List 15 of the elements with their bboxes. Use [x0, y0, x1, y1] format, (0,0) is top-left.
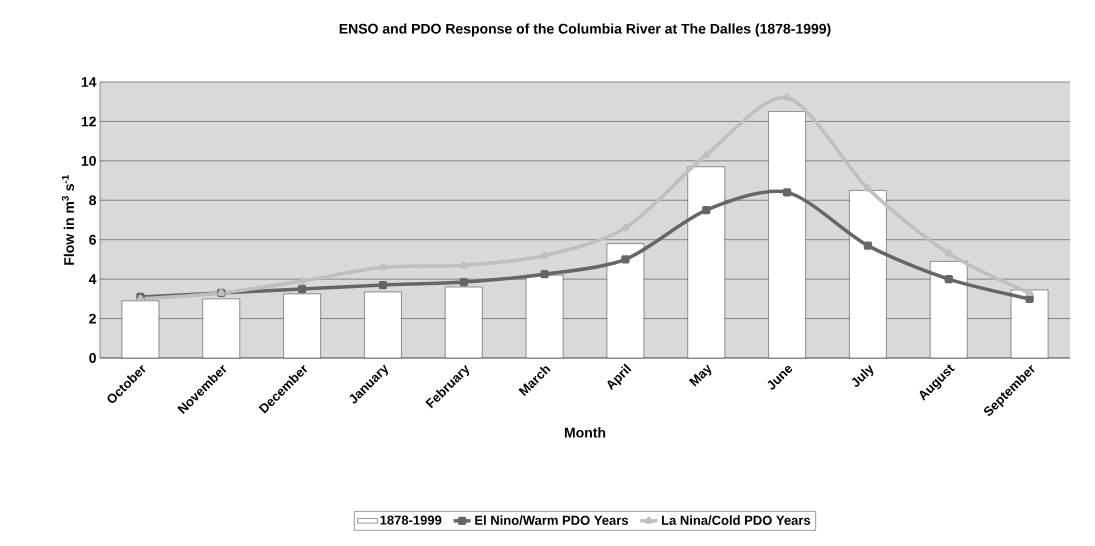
legend-label: El Nino/Warm PDO Years	[475, 515, 629, 526]
legend-label: La Nina/Cold PDO Years	[661, 515, 811, 526]
y-axis-title: Flow in m$^{3}$ s$^{-1}$	[61, 175, 75, 265]
y-tick-label: 12	[81, 116, 96, 127]
chart-title: ENSO and PDO Response of the Columbia River at The Dalles (1878-1999)	[339, 23, 831, 37]
y-tick-label: 0	[89, 353, 96, 363]
x-tick-label: July	[851, 364, 874, 387]
y-tick-label: 2	[89, 313, 96, 324]
y-tick-label: 8	[89, 195, 97, 206]
y-tick-label: 4	[88, 274, 97, 284]
x-axis-title: Month	[564, 427, 606, 438]
y-tick-label: 6	[89, 234, 96, 245]
y-tick-label: 10	[81, 155, 96, 166]
legend-label: 1878-1999	[380, 515, 442, 525]
y-tick-label: 14	[81, 77, 97, 87]
